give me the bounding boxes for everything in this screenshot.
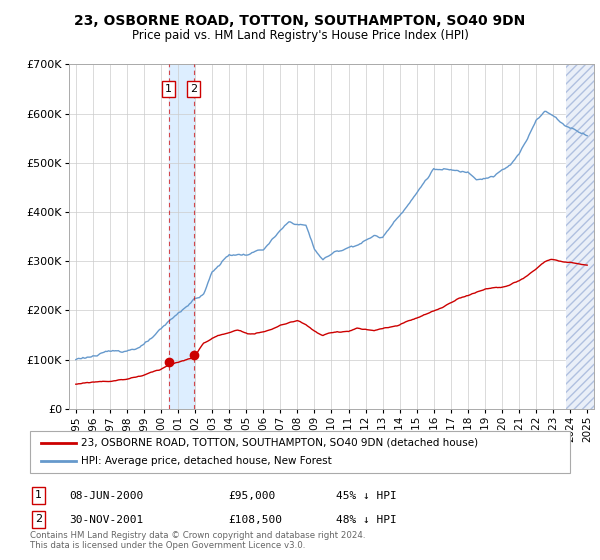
Text: 08-JUN-2000: 08-JUN-2000 [69,491,143,501]
Text: 2: 2 [190,84,197,94]
Text: 23, OSBORNE ROAD, TOTTON, SOUTHAMPTON, SO40 9DN (detached house): 23, OSBORNE ROAD, TOTTON, SOUTHAMPTON, S… [82,438,478,448]
Text: Price paid vs. HM Land Registry's House Price Index (HPI): Price paid vs. HM Land Registry's House … [131,29,469,42]
Text: 45% ↓ HPI: 45% ↓ HPI [336,491,397,501]
Bar [566,64,594,409]
Text: £108,500: £108,500 [228,515,282,525]
Bar [169,64,194,409]
Text: HPI: Average price, detached house, New Forest: HPI: Average price, detached house, New … [82,456,332,466]
FancyBboxPatch shape [30,431,570,473]
Text: 48% ↓ HPI: 48% ↓ HPI [336,515,397,525]
Text: Contains HM Land Registry data © Crown copyright and database right 2024.
This d: Contains HM Land Registry data © Crown c… [30,530,365,550]
Text: £95,000: £95,000 [228,491,275,501]
Text: 2: 2 [35,515,42,524]
Text: 30-NOV-2001: 30-NOV-2001 [69,515,143,525]
Bar [566,64,594,409]
Text: 1: 1 [35,491,42,500]
Text: 1: 1 [165,84,172,94]
Text: 23, OSBORNE ROAD, TOTTON, SOUTHAMPTON, SO40 9DN: 23, OSBORNE ROAD, TOTTON, SOUTHAMPTON, S… [74,14,526,28]
